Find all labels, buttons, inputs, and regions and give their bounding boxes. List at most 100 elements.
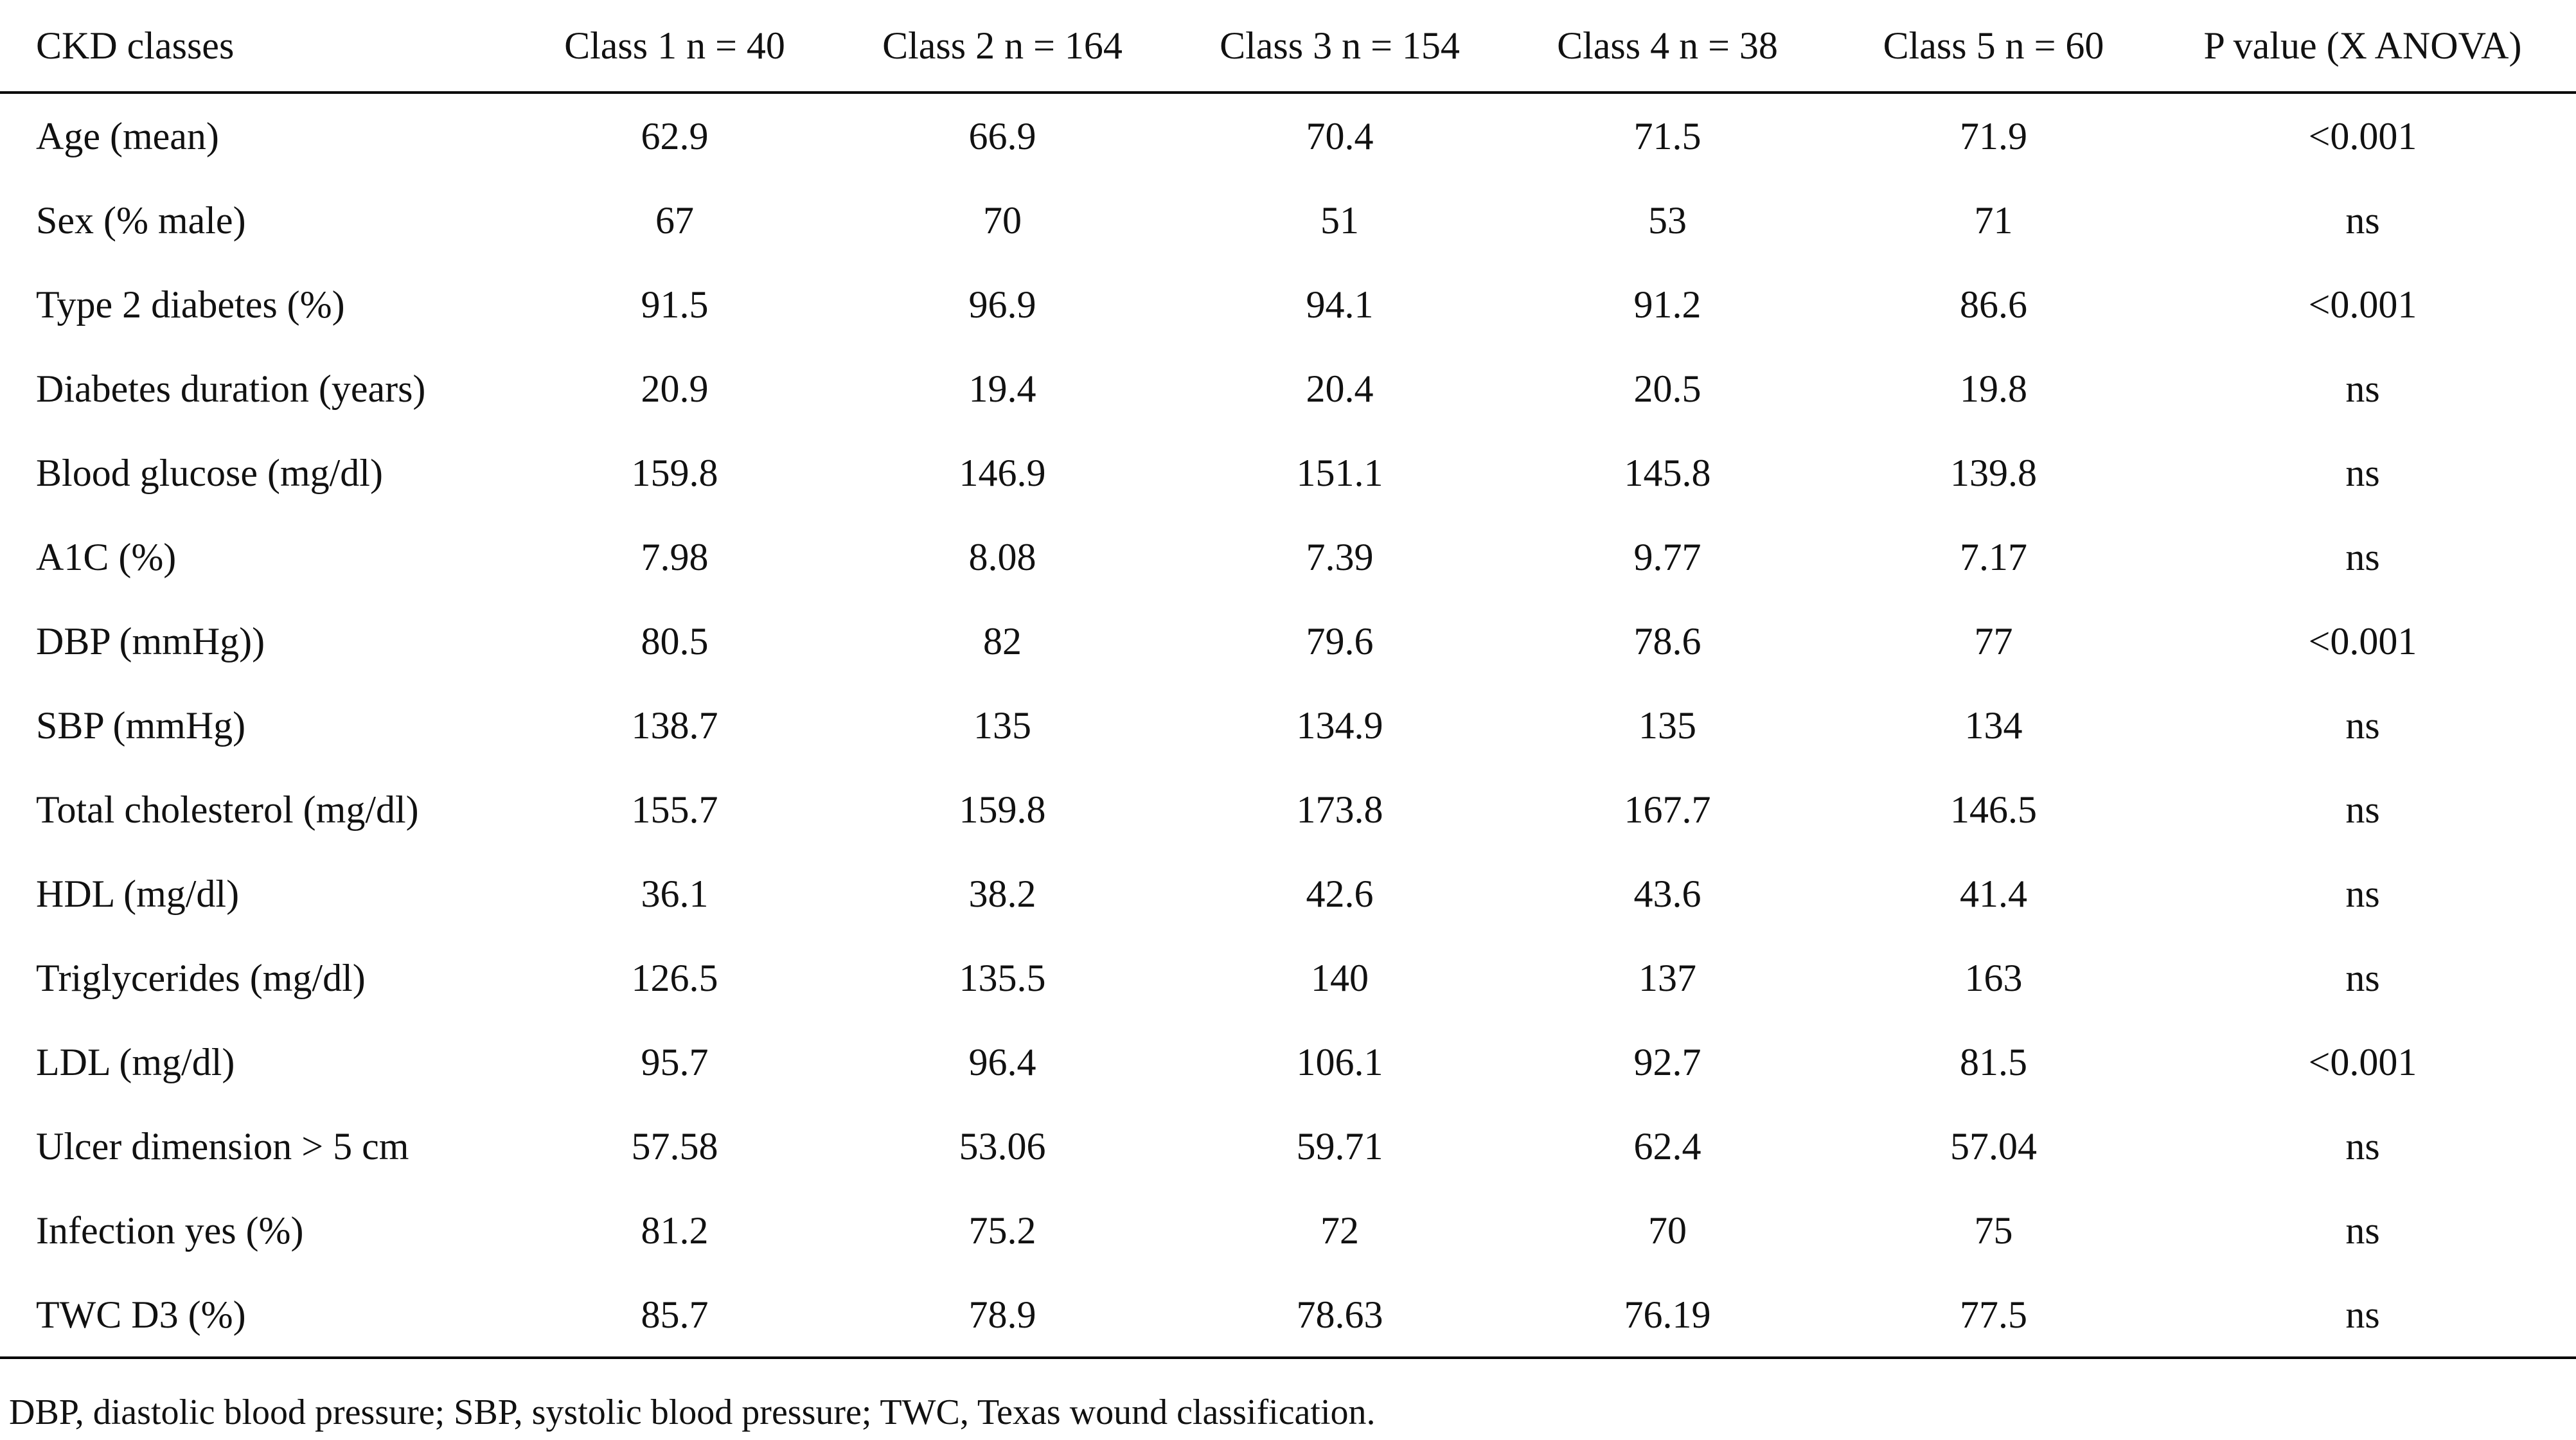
table-cell: 62.4 xyxy=(1633,1124,1701,1168)
table-cell: ns xyxy=(2345,788,2380,831)
row-label: Diabetes duration (years) xyxy=(36,367,426,410)
table-cell: ns xyxy=(2149,1272,2576,1359)
table-cell: 134 xyxy=(1964,704,2023,747)
row-label: SBP (mmHg) xyxy=(36,704,246,747)
table-cell: 135 xyxy=(973,704,1031,747)
table-cell: 7.39 xyxy=(1306,535,1374,578)
table-body: Age (mean) 62.9 66.9 70.4 71.5 71.9 <0.001 Sex … xyxy=(0,93,2576,1359)
row-label: Total cholesterol (mg/dl) xyxy=(36,788,419,831)
table-cell: 96.4 xyxy=(968,1040,1036,1083)
row-label: Ulcer dimension > 5 cm xyxy=(36,1124,409,1168)
table-cell: 71 xyxy=(1974,199,2013,242)
table-cell: 135 xyxy=(1639,704,1696,747)
table-cell: 20.4 xyxy=(1306,367,1374,410)
table-cell: 53.06 xyxy=(959,1124,1046,1168)
table-cell: 57.04 xyxy=(1950,1124,2037,1168)
table-cell: 75 xyxy=(1974,1209,2013,1252)
table-cell: 91.2 xyxy=(1633,283,1701,326)
table-cell: ns xyxy=(2345,367,2380,410)
table-cell: <0.001 xyxy=(2308,1040,2417,1083)
table-cell: 151.1 xyxy=(1296,451,1383,494)
column-header: Class 2 n = 164 xyxy=(822,0,1182,94)
table-cell: 159.8 xyxy=(959,788,1046,831)
table-cell: 19.4 xyxy=(968,367,1036,410)
table-cell: 76.19 xyxy=(1497,1272,1838,1359)
table-cell: 78.63 xyxy=(1182,1272,1497,1359)
column-header: Class 1 n = 40 xyxy=(527,0,822,94)
table-cell: 167.7 xyxy=(1624,788,1711,831)
table-row: A1C (%) 7.98 8.08 7.39 9.77 7.17 ns xyxy=(0,515,2576,599)
table-cell: ns xyxy=(2345,704,2380,747)
column-header: Class 3 n = 154 xyxy=(1182,0,1497,94)
table-cell: 85.7 xyxy=(527,1272,822,1359)
table-cell: ns xyxy=(2345,872,2380,915)
table-cell: 7.17 xyxy=(1960,535,2027,578)
table-cell: 135.5 xyxy=(959,956,1046,999)
row-label: Infection yes (%) xyxy=(36,1209,304,1252)
table-cell: 71.9 xyxy=(1960,114,2027,157)
table-row: Diabetes duration (years) 20.9 19.4 20.4 20.… xyxy=(0,346,2576,431)
table-cell: 92.7 xyxy=(1633,1040,1701,1083)
table-row: SBP (mmHg) 138.7 135 134.9 135 134 ns xyxy=(0,683,2576,767)
table-cell: 70 xyxy=(1648,1209,1687,1252)
table-cell: 163 xyxy=(1964,956,2023,999)
table-row: Triglycerides (mg/dl) 126.5 135.5 140 137 163… xyxy=(0,936,2576,1020)
row-label: Type 2 diabetes (%) xyxy=(36,283,345,326)
table-cell: 126.5 xyxy=(631,956,718,999)
table-cell: 77.5 xyxy=(1838,1272,2149,1359)
table-cell: ns xyxy=(2345,535,2380,578)
table-cell: 145.8 xyxy=(1624,451,1711,494)
table-cell: 41.4 xyxy=(1960,872,2027,915)
table-cell: ns xyxy=(2345,199,2380,242)
row-label: Blood glucose (mg/dl) xyxy=(36,451,383,494)
table-cell: 95.7 xyxy=(641,1040,709,1083)
header-row: CKD classes Class 1 n = 40 Class 2 n = 164… xyxy=(0,0,2576,94)
table-cell: 106.1 xyxy=(1296,1040,1383,1083)
table-cell: <0.001 xyxy=(2308,114,2417,157)
table-cell: <0.001 xyxy=(2308,619,2417,662)
ckd-classes-table: CKD classes Class 1 n = 40 Class 2 n = 164… xyxy=(0,0,2576,1359)
table-header: CKD classes Class 1 n = 40 Class 2 n = 164… xyxy=(0,0,2576,94)
table-cell: 146.9 xyxy=(959,451,1046,494)
ckd-table-container: CKD classes Class 1 n = 40 Class 2 n = 164… xyxy=(0,0,2576,1359)
row-label: Triglycerides (mg/dl) xyxy=(36,956,366,999)
table-row: HDL (mg/dl) 36.1 38.2 42.6 43.6 41.4 ns xyxy=(0,851,2576,936)
row-label: DBP (mmHg)) xyxy=(36,619,265,662)
table-row: DBP (mmHg)) 80.5 82 79.6 78.6 77 <0.001 xyxy=(0,599,2576,683)
table-cell: 38.2 xyxy=(968,872,1036,915)
row-label: TWC D3 (%) xyxy=(0,1272,527,1359)
table-cell: 51 xyxy=(1320,199,1359,242)
table-cell: 66.9 xyxy=(968,114,1036,157)
row-label: Sex (% male) xyxy=(36,199,246,242)
table-row: LDL (mg/dl) 95.7 96.4 106.1 92.7 81.5 <0.001 xyxy=(0,1020,2576,1104)
table-row: Type 2 diabetes (%) 91.5 96.9 94.1 91.2 86.6 <… xyxy=(0,262,2576,346)
table-cell: 19.8 xyxy=(1960,367,2027,410)
table-cell: 67 xyxy=(655,199,694,242)
table-cell: 96.9 xyxy=(968,283,1036,326)
table-cell: 53 xyxy=(1648,199,1687,242)
table-cell: <0.001 xyxy=(2308,283,2417,326)
table-cell: ns xyxy=(2345,956,2380,999)
table-cell: 57.58 xyxy=(631,1124,718,1168)
row-label: A1C (%) xyxy=(36,535,177,578)
table-row: Sex (% male) 67 70 51 53 71 ns xyxy=(0,178,2576,262)
table-cell: 82 xyxy=(983,619,1022,662)
table-row: TWC D3 (%) 85.7 78.9 78.63 76.19 77.5 ns xyxy=(0,1272,2576,1359)
table-cell: 62.9 xyxy=(641,114,709,157)
table-cell: 94.1 xyxy=(1306,283,1374,326)
table-cell: 75.2 xyxy=(968,1209,1036,1252)
table-cell: 86.6 xyxy=(1960,283,2027,326)
column-header: Class 4 n = 38 xyxy=(1497,0,1838,94)
table-cell: 70.4 xyxy=(1306,114,1374,157)
table-cell: 134.9 xyxy=(1296,704,1383,747)
column-header: P value (X ANOVA) xyxy=(2149,0,2576,94)
table-row: Ulcer dimension > 5 cm 57.58 53.06 59.71 62.… xyxy=(0,1104,2576,1188)
table-cell: 81.2 xyxy=(641,1209,709,1252)
table-cell: 43.6 xyxy=(1633,872,1701,915)
table-cell: ns xyxy=(2345,1209,2380,1252)
table-cell: ns xyxy=(2345,451,2380,494)
table-cell: 137 xyxy=(1639,956,1696,999)
table-cell: 79.6 xyxy=(1306,619,1374,662)
row-label: Age (mean) xyxy=(36,114,219,157)
table-cell: 159.8 xyxy=(631,451,718,494)
